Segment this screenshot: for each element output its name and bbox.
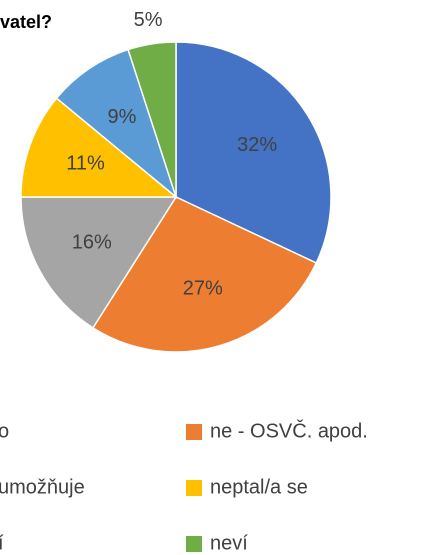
data-label: 32%	[237, 134, 277, 156]
legend-label: í	[0, 532, 4, 554]
chart-title: vatel?	[0, 12, 52, 32]
legend-label: neptal/a se	[210, 476, 308, 498]
legend-label: ne - OSVČ. apod.	[210, 419, 368, 442]
legend-label: o	[0, 420, 9, 442]
pie-slice	[20, 196, 178, 329]
pie-slice	[20, 97, 179, 198]
data-label: 16%	[72, 232, 112, 254]
data-label: 27%	[183, 278, 223, 300]
legend-swatch	[186, 424, 202, 440]
legend-swatch	[186, 536, 202, 552]
legend-label: neví	[210, 532, 248, 554]
pie-slice	[91, 196, 318, 353]
data-label: 5%	[134, 9, 163, 31]
pie-slice	[127, 41, 177, 198]
legend-swatch	[186, 480, 202, 496]
data-label: 11%	[66, 153, 105, 175]
pie-slice	[175, 41, 332, 264]
pie-slice	[55, 48, 178, 200]
data-label: 9%	[108, 106, 137, 128]
legend-label: umožňuje	[0, 476, 85, 498]
